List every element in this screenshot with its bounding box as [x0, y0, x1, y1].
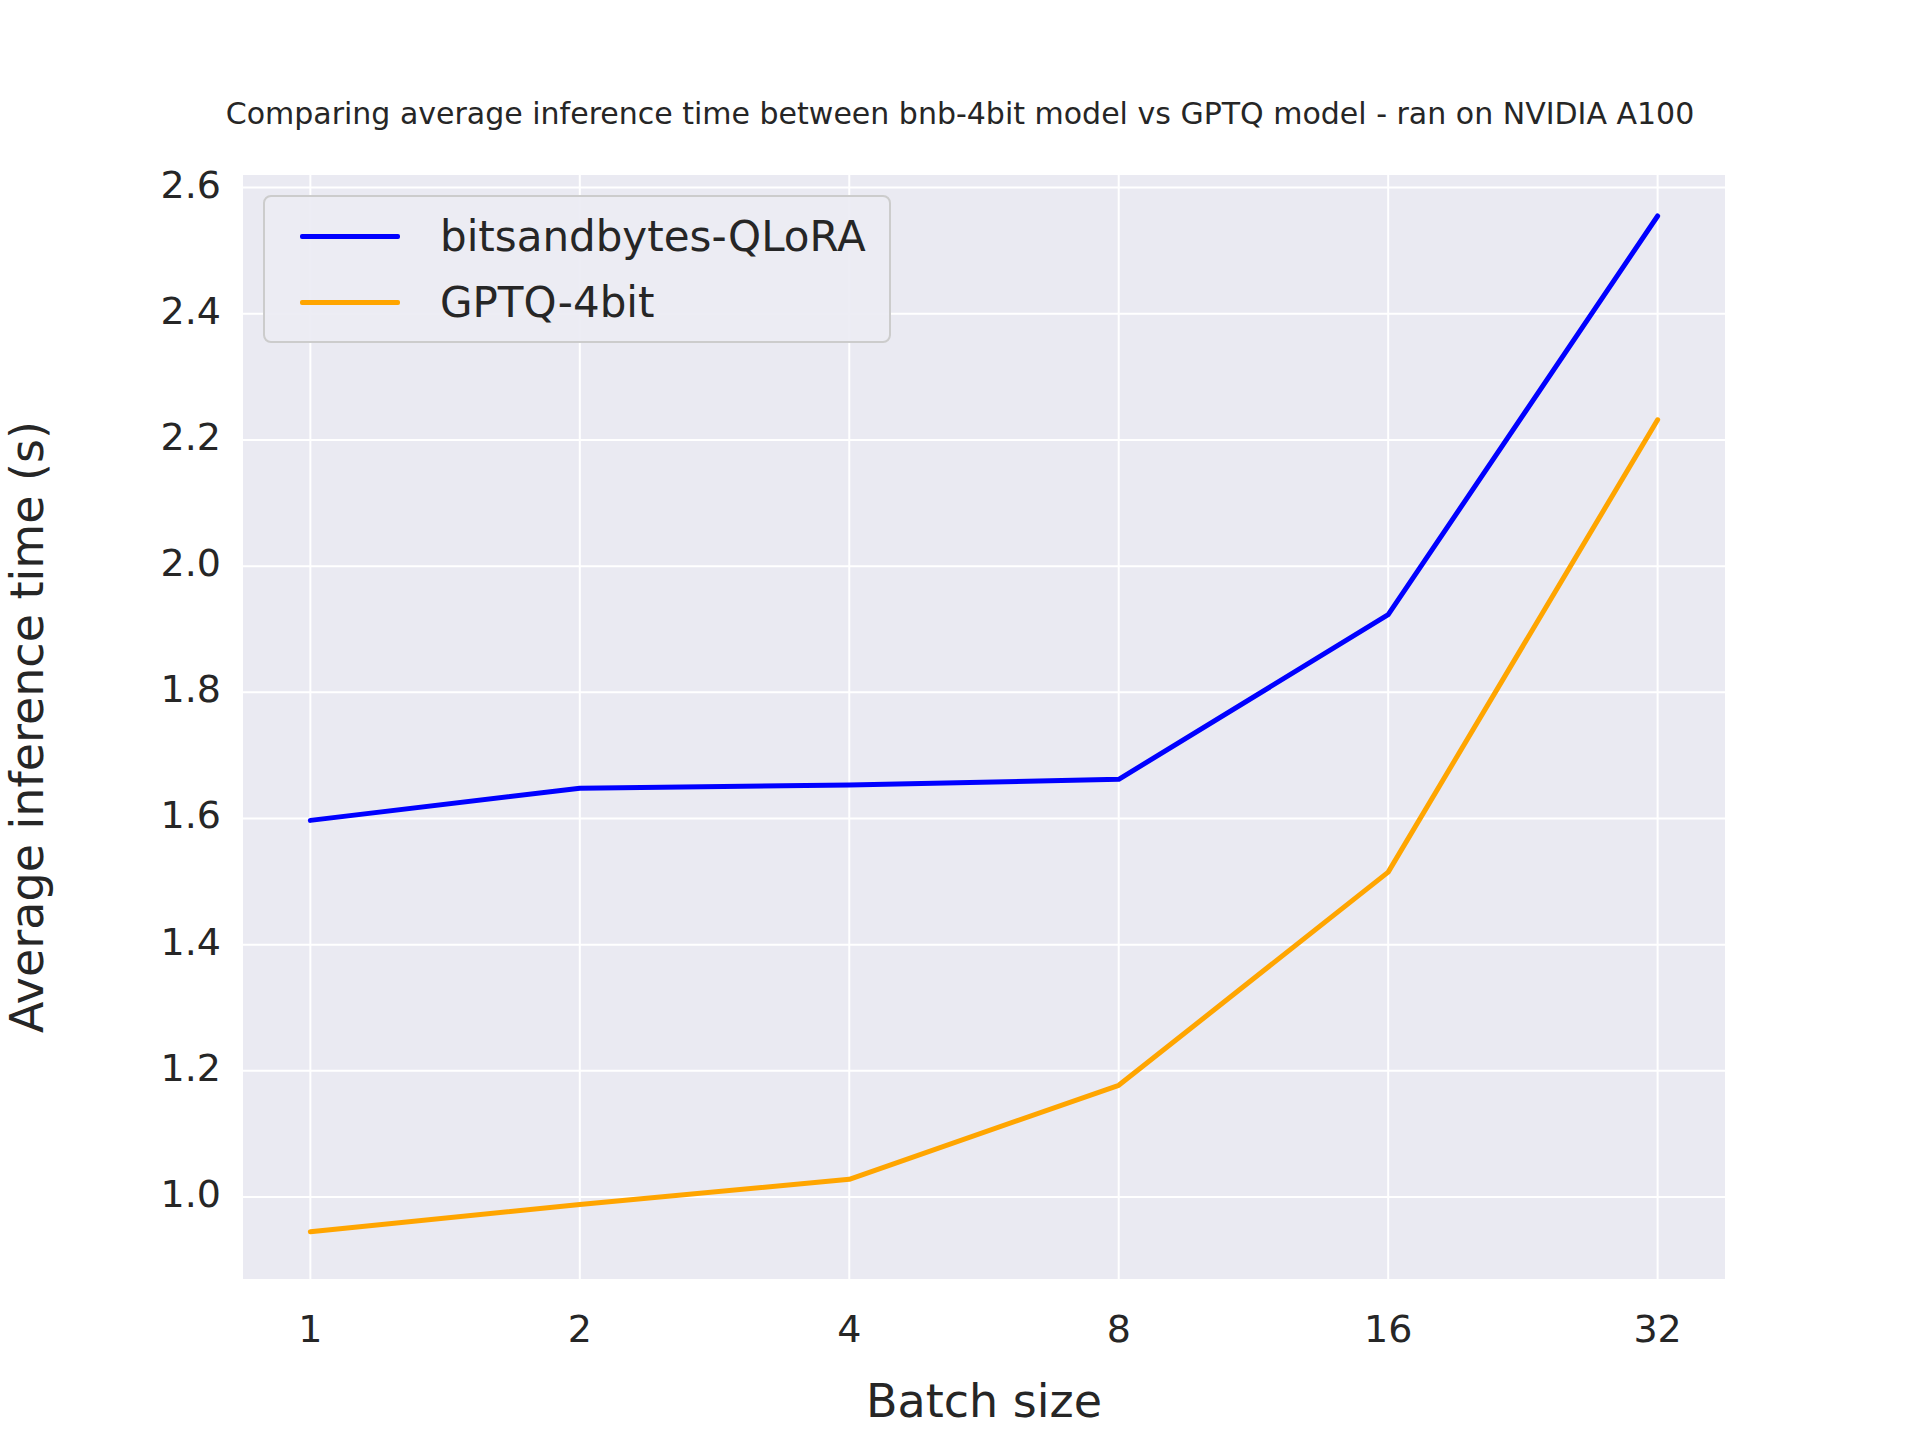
- y-tick-label: 1.6: [111, 793, 221, 837]
- legend-item: GPTQ-4bit: [265, 276, 889, 328]
- legend-item-label: bitsandbytes-QLoRA: [440, 212, 866, 261]
- legend-item: bitsandbytes-QLoRA: [265, 210, 889, 262]
- legend-line-swatch: [300, 300, 400, 305]
- legend-line-swatch: [300, 234, 400, 239]
- y-tick-label: 1.4: [111, 920, 221, 964]
- x-tick-label: 4: [789, 1307, 909, 1351]
- figure: Comparing average inference time between…: [0, 0, 1920, 1440]
- x-tick-label: 8: [1059, 1307, 1179, 1351]
- series-line-GPTQ-4bit: [310, 420, 1657, 1232]
- y-axis-label: Average inference time (s): [0, 277, 50, 1177]
- y-tick-label: 2.0: [111, 541, 221, 585]
- y-tick-label: 2.4: [111, 289, 221, 333]
- y-tick-label: 1.0: [111, 1172, 221, 1216]
- y-tick-label: 2.6: [111, 163, 221, 207]
- x-axis-label: Batch size: [243, 1374, 1725, 1428]
- legend: bitsandbytes-QLoRA GPTQ-4bit: [263, 195, 891, 343]
- y-tick-label: 1.8: [111, 667, 221, 711]
- x-tick-label: 1: [250, 1307, 370, 1351]
- x-tick-label: 16: [1328, 1307, 1448, 1351]
- legend-item-label: GPTQ-4bit: [440, 278, 654, 327]
- x-tick-label: 2: [520, 1307, 640, 1351]
- y-tick-label: 1.2: [111, 1046, 221, 1090]
- y-tick-label: 2.2: [111, 415, 221, 459]
- x-tick-label: 32: [1598, 1307, 1718, 1351]
